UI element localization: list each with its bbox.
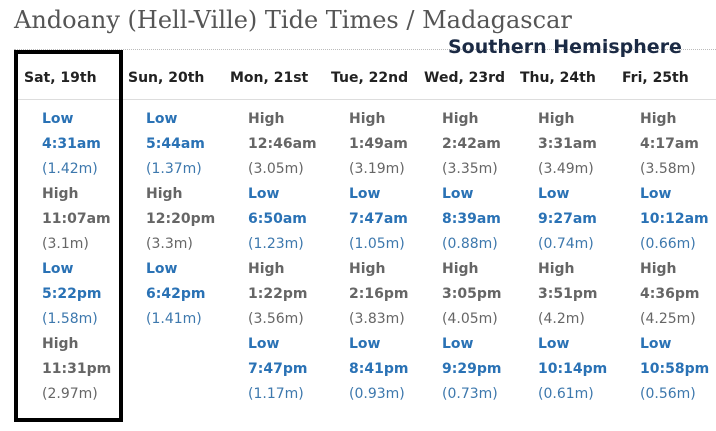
tide-type: Low — [248, 336, 280, 352]
tide-time: 7:47am — [349, 211, 408, 227]
header-border — [14, 99, 716, 100]
tide-type: High — [349, 111, 386, 127]
tide-type: High — [442, 261, 479, 277]
tide-time: 10:14pm — [538, 361, 608, 377]
tide-height: (0.93m) — [349, 386, 405, 402]
tide-height: (1.23m) — [248, 236, 304, 252]
tide-height: (1.05m) — [349, 236, 405, 252]
tide-time: 2:42am — [442, 136, 501, 152]
tide-type: High — [146, 186, 183, 202]
tide-height: (4.25m) — [640, 311, 696, 327]
tide-type: Low — [442, 186, 474, 202]
tide-type: High — [538, 111, 575, 127]
tide-time: 2:16pm — [349, 286, 409, 302]
tide-height: (4.2m) — [538, 311, 585, 327]
tide-time: 12:20pm — [146, 211, 216, 227]
tide-height: (1.17m) — [248, 386, 304, 402]
tide-time: 5:22pm — [42, 286, 102, 302]
tide-time: 4:36pm — [640, 286, 700, 302]
tide-time: 10:12am — [640, 211, 709, 227]
tide-height: (3.58m) — [640, 161, 696, 177]
tide-height: (4.05m) — [442, 311, 498, 327]
tide-height: (3.35m) — [442, 161, 498, 177]
tide-time: 3:31am — [538, 136, 597, 152]
tide-type: High — [248, 111, 285, 127]
tide-height: (3.83m) — [349, 311, 405, 327]
tide-type: High — [442, 111, 479, 127]
tide-time: 9:29pm — [442, 361, 502, 377]
tide-height: (3.19m) — [349, 161, 405, 177]
tide-time: 6:42pm — [146, 286, 206, 302]
tide-height: (0.66m) — [640, 236, 696, 252]
tide-time: 3:51pm — [538, 286, 598, 302]
tide-time: 6:50am — [248, 211, 307, 227]
tide-time: 8:39am — [442, 211, 501, 227]
tide-type: Low — [538, 186, 570, 202]
tide-height: (1.37m) — [146, 161, 202, 177]
tide-time: 1:49am — [349, 136, 408, 152]
highlight-box — [14, 50, 123, 422]
tide-height: (3.49m) — [538, 161, 594, 177]
tide-height: (3.05m) — [248, 161, 304, 177]
day-header: Sun, 20th — [128, 70, 205, 86]
tide-height: (3.3m) — [146, 236, 193, 252]
tide-height: (0.73m) — [442, 386, 498, 402]
day-header: Thu, 24th — [520, 70, 596, 86]
day-header: Wed, 23rd — [424, 70, 506, 86]
day-header: Sat, 19th — [24, 70, 97, 86]
tide-time: 4:31am — [42, 136, 101, 152]
tide-height: (3.1m) — [42, 236, 89, 252]
tide-time: 11:07am — [42, 211, 111, 227]
tide-type: High — [42, 336, 79, 352]
tide-time: 9:27am — [538, 211, 597, 227]
tide-type: Low — [42, 111, 74, 127]
tide-type: Low — [146, 111, 178, 127]
tide-type: Low — [146, 261, 178, 277]
tide-height: (2.97m) — [42, 386, 98, 402]
tide-time: 11:31pm — [42, 361, 112, 377]
tide-time: 1:22pm — [248, 286, 308, 302]
tide-type: Low — [349, 186, 381, 202]
tide-height: (1.58m) — [42, 311, 98, 327]
tide-time: 10:58pm — [640, 361, 710, 377]
day-header: Tue, 22nd — [331, 70, 409, 86]
tide-height: (0.56m) — [640, 386, 696, 402]
tide-type: Low — [248, 186, 280, 202]
tide-time: 8:41pm — [349, 361, 409, 377]
tide-type: High — [640, 261, 677, 277]
hemisphere-note: Southern Hemisphere — [448, 36, 682, 58]
tide-height: (0.74m) — [538, 236, 594, 252]
divider — [14, 49, 716, 50]
tide-time: 12:46am — [248, 136, 317, 152]
day-header: Mon, 21st — [230, 70, 309, 86]
tide-type: High — [248, 261, 285, 277]
tide-type: High — [640, 111, 677, 127]
tide-time: 7:47pm — [248, 361, 308, 377]
tide-height: (0.88m) — [442, 236, 498, 252]
day-header: Fri, 25th — [622, 70, 689, 86]
tide-type: High — [349, 261, 386, 277]
tide-type: Low — [640, 186, 672, 202]
title: Andoany (Hell-Ville) Tide Times / Madaga… — [14, 6, 572, 34]
tide-height: (1.41m) — [146, 311, 202, 327]
tide-type: Low — [538, 336, 570, 352]
tide-type: Low — [442, 336, 474, 352]
tide-type: Low — [42, 261, 74, 277]
tide-height: (0.61m) — [538, 386, 594, 402]
tide-time: 3:05pm — [442, 286, 502, 302]
tide-time: 4:17am — [640, 136, 699, 152]
tide-type: High — [538, 261, 575, 277]
tide-type: Low — [640, 336, 672, 352]
tide-type: Low — [349, 336, 381, 352]
tide-time: 5:44am — [146, 136, 205, 152]
tide-height: (1.42m) — [42, 161, 98, 177]
tide-height: (3.56m) — [248, 311, 304, 327]
tide-type: High — [42, 186, 79, 202]
